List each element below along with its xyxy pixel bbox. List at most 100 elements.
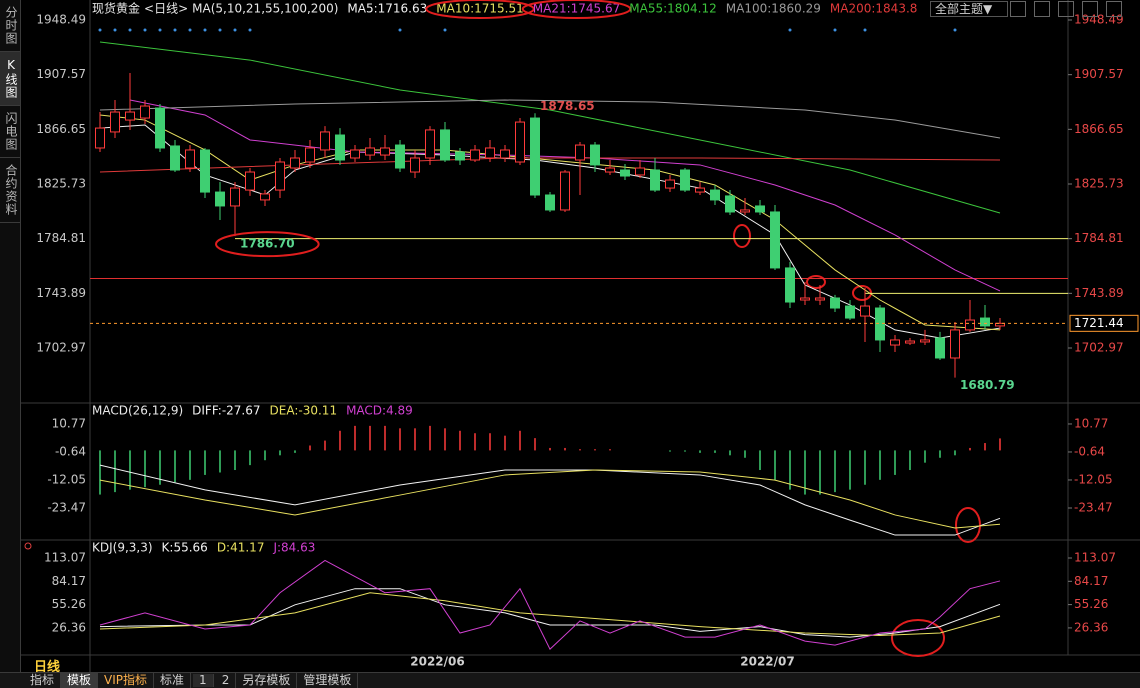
last-price-label: 1721.44 bbox=[1074, 316, 1124, 330]
candle-body bbox=[515, 121, 525, 163]
toolbar-tab[interactable]: VIP指标 bbox=[98, 673, 155, 688]
y-tick-label: 113.07 bbox=[1074, 551, 1116, 565]
x-tick-label: 2022/06 bbox=[410, 655, 464, 669]
candle-body bbox=[155, 107, 165, 149]
y-tick-label: 10.77 bbox=[52, 416, 86, 430]
candle-body bbox=[200, 149, 210, 193]
event-dot bbox=[218, 28, 222, 32]
y-tick-label: 1702.97 bbox=[1074, 341, 1124, 355]
y-tick-label: 1866.65 bbox=[36, 122, 86, 136]
candle-body bbox=[650, 169, 660, 191]
y-tick-label: -0.64 bbox=[55, 444, 86, 458]
candle-body bbox=[320, 131, 330, 151]
tool-icon[interactable] bbox=[1010, 1, 1026, 17]
theme-button[interactable]: 全部主题▼ bbox=[930, 1, 1008, 17]
side-tab[interactable]: K线图 bbox=[0, 52, 20, 106]
candle-body bbox=[785, 267, 795, 303]
event-dot bbox=[248, 28, 252, 32]
toolbar-tab[interactable]: 标准 bbox=[154, 673, 192, 688]
candle-body bbox=[500, 149, 510, 159]
candle-body bbox=[890, 339, 900, 346]
event-dot bbox=[203, 28, 207, 32]
candle-body bbox=[395, 144, 405, 169]
price-annotation: 1878.65 bbox=[540, 99, 595, 113]
y-tick-label: 1907.57 bbox=[36, 67, 86, 81]
y-tick-label: 1743.89 bbox=[1074, 286, 1124, 300]
legend-entry: MA(5,10,21,55,100,200) bbox=[192, 2, 338, 16]
line bbox=[99, 592, 1001, 636]
candle-body bbox=[545, 194, 555, 211]
legend-entry: MACD(26,12,9) bbox=[92, 404, 183, 418]
candle-body bbox=[935, 337, 945, 359]
candle-body bbox=[905, 340, 915, 344]
event-dot bbox=[833, 28, 837, 32]
candle-body bbox=[185, 149, 195, 169]
tool-icon[interactable] bbox=[1106, 1, 1122, 17]
event-dot bbox=[398, 28, 402, 32]
legend-entry: DEA:-30.11 bbox=[270, 404, 338, 418]
tool-icon[interactable] bbox=[1034, 1, 1050, 17]
y-tick-label: 1784.81 bbox=[36, 231, 86, 245]
candle-body bbox=[860, 305, 870, 317]
legend-entry: DIFF:-27.67 bbox=[192, 404, 260, 418]
candle-body bbox=[575, 144, 585, 161]
candle-body bbox=[830, 297, 840, 309]
candle-body bbox=[335, 134, 345, 161]
toolbar-tab[interactable]: 1 bbox=[193, 674, 214, 687]
candle-body bbox=[425, 129, 435, 159]
legend-entry: KDJ(9,3,3) bbox=[92, 541, 153, 555]
price-annotation: 1680.79 bbox=[960, 378, 1015, 392]
candle-body bbox=[470, 149, 480, 161]
candle-body bbox=[365, 147, 375, 156]
candle-body bbox=[800, 297, 810, 301]
candle-body bbox=[455, 151, 465, 161]
candle-body bbox=[995, 322, 1005, 327]
toolbar: 指标 模板 VIP指标 标准 1 2 另存模板 管理模板 bbox=[0, 672, 1140, 688]
candle-body bbox=[260, 193, 270, 201]
candle-body bbox=[560, 171, 570, 211]
event-dot bbox=[143, 28, 147, 32]
panel-icon bbox=[24, 542, 32, 550]
toolbar-tab[interactable]: 另存模板 bbox=[236, 673, 298, 688]
highlight-circle bbox=[425, 0, 535, 19]
candle-body bbox=[725, 195, 735, 213]
candle-body bbox=[620, 169, 630, 177]
event-dot bbox=[173, 28, 177, 32]
candle-body bbox=[665, 179, 675, 189]
toolbar-tab[interactable]: 管理模板 bbox=[297, 673, 359, 688]
legend-entry: MA100:1860.29 bbox=[726, 2, 821, 16]
y-tick-label: 55.26 bbox=[1074, 597, 1108, 611]
toolbar-tab[interactable]: 指标 bbox=[24, 673, 62, 688]
event-dot bbox=[863, 28, 867, 32]
toolbar-tab[interactable]: 2 bbox=[216, 673, 237, 688]
side-tab[interactable]: 合约资料 bbox=[0, 158, 20, 223]
y-tick-label: -12.05 bbox=[1074, 472, 1113, 486]
candle-body bbox=[140, 105, 150, 119]
y-tick-label: -23.47 bbox=[47, 500, 86, 514]
y-tick-label: -0.64 bbox=[1074, 444, 1105, 458]
side-tab[interactable]: 闪电图 bbox=[0, 106, 20, 158]
y-tick-label: 1743.89 bbox=[36, 286, 86, 300]
event-dot bbox=[188, 28, 192, 32]
candle-body bbox=[845, 305, 855, 319]
highlight-circle bbox=[955, 507, 981, 543]
y-tick-label: 26.36 bbox=[52, 620, 86, 634]
y-tick-label: 10.77 bbox=[1074, 416, 1108, 430]
y-tick-label: 55.26 bbox=[52, 597, 86, 611]
line bbox=[99, 588, 1001, 638]
last-price-box bbox=[1069, 314, 1139, 332]
tool-icon[interactable] bbox=[1082, 1, 1098, 17]
candle-body bbox=[530, 117, 540, 196]
highlight-circle bbox=[733, 224, 751, 248]
tool-icon[interactable] bbox=[1058, 1, 1074, 17]
toolbar-tab[interactable]: 模板 bbox=[61, 673, 99, 688]
event-dot bbox=[98, 28, 102, 32]
y-tick-label: 1948.49 bbox=[36, 13, 86, 27]
highlight-circle bbox=[521, 0, 632, 19]
line bbox=[99, 41, 1001, 214]
side-tab[interactable]: 分时图 bbox=[0, 0, 20, 52]
candle-body bbox=[695, 187, 705, 193]
period-label[interactable]: 日线 bbox=[34, 660, 61, 675]
candle-body bbox=[755, 205, 765, 213]
